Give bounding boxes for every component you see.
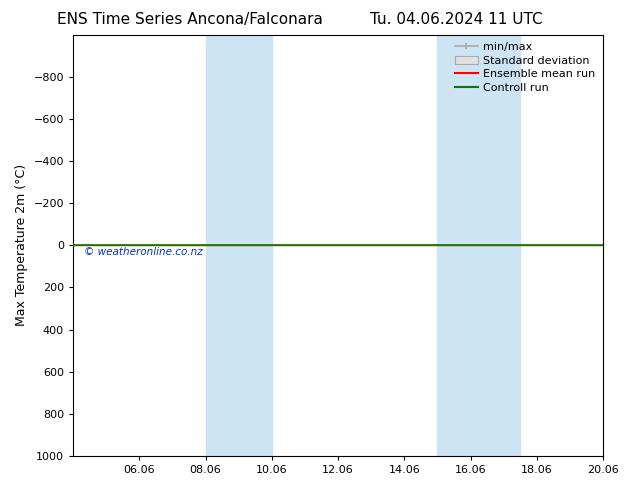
Text: ENS Time Series Ancona/Falconara: ENS Time Series Ancona/Falconara — [57, 12, 323, 27]
Text: © weatheronline.co.nz: © weatheronline.co.nz — [84, 247, 202, 257]
Bar — [437, 35, 521, 456]
Bar — [205, 35, 272, 456]
Y-axis label: Max Temperature 2m (°C): Max Temperature 2m (°C) — [15, 164, 28, 326]
Title: ENS Time Series Ancona/Falconara    Tu. 04.06.2024 11 UTC: ENS Time Series Ancona/Falconara Tu. 04.… — [0, 489, 1, 490]
Text: Tu. 04.06.2024 11 UTC: Tu. 04.06.2024 11 UTC — [370, 12, 543, 27]
Legend: min/max, Standard deviation, Ensemble mean run, Controll run: min/max, Standard deviation, Ensemble me… — [451, 38, 600, 98]
